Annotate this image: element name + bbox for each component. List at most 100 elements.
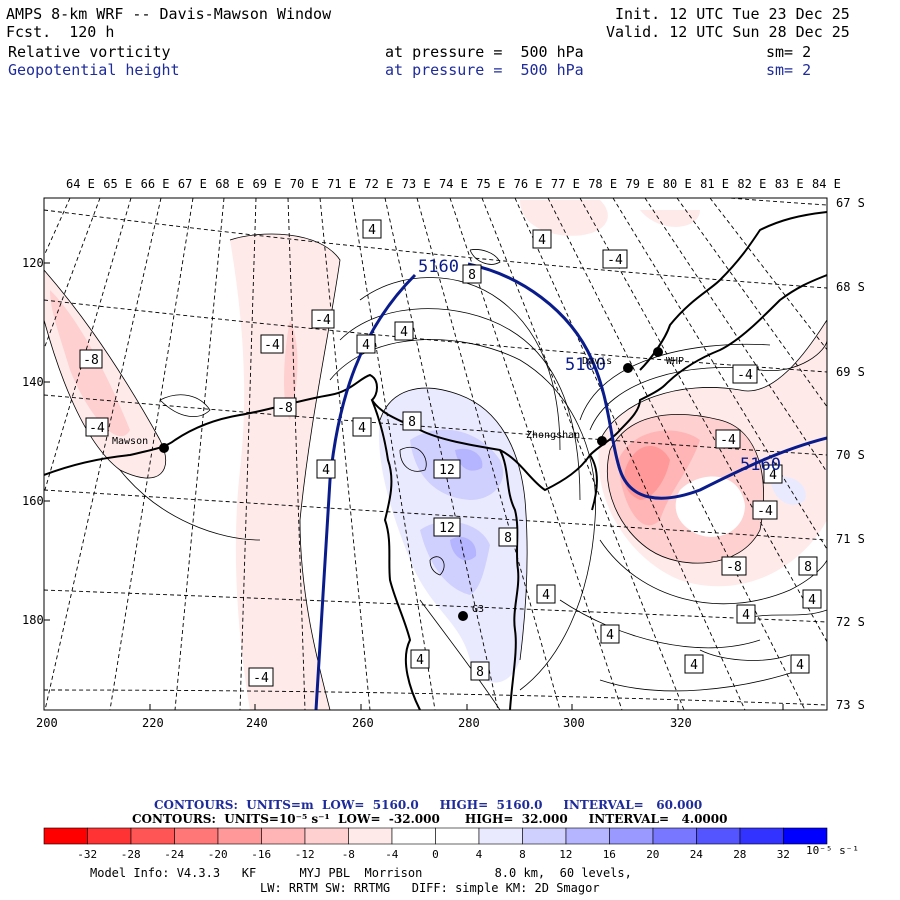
x-axis-label: 220	[142, 716, 164, 730]
colorbar-tick-label: -4	[385, 848, 399, 861]
svg-text:-4: -4	[253, 671, 269, 686]
latitude-label: 67 S	[836, 196, 865, 210]
height-label: 5160	[740, 455, 781, 475]
longitude-label: 82 E	[737, 177, 767, 191]
colorbar-tick-label: -20	[207, 848, 228, 861]
svg-text:4: 4	[769, 468, 777, 483]
svg-text:-4: -4	[757, 504, 773, 519]
vort-label: 4	[410, 649, 430, 669]
vorticity-shade-pos	[420, 521, 490, 595]
svg-text:8: 8	[504, 531, 512, 546]
vorticity-label-boxes: -8 -4 -4 -4 -8 4 4 4 4 4 8 12 12 8 8 4 4…	[79, 219, 822, 687]
vort-label: -4	[311, 309, 335, 329]
x-axis-label: 300	[563, 716, 585, 730]
vort-label: 4	[736, 604, 756, 624]
height-contour-info: CONTOURS: UNITS=m LOW= 5160.0 HIGH= 5160…	[154, 798, 703, 812]
svg-text:4: 4	[796, 658, 804, 673]
colorbar-tick-label: 4	[475, 848, 483, 861]
height-label: 5160	[418, 257, 459, 277]
station-marker	[653, 347, 663, 357]
map-frame	[43, 197, 828, 711]
colorbar-swatch	[565, 827, 610, 845]
field1-level: at pressure = 500 hPa	[385, 43, 584, 61]
y-axis-label: 180	[22, 613, 44, 627]
vort-label: 8	[470, 661, 490, 681]
vort-label: -8	[273, 397, 297, 417]
colorbar-tick-label: 20	[646, 848, 660, 861]
svg-text:4: 4	[606, 628, 614, 643]
svg-text:8: 8	[804, 560, 812, 575]
colorbar-swatch	[130, 827, 175, 845]
forecast-hour: Fcst. 120 h	[6, 23, 115, 41]
vort-label: -4	[715, 429, 741, 449]
svg-text:4: 4	[400, 325, 408, 340]
vort-label: 4	[536, 584, 556, 604]
colorbar-swatch	[261, 827, 306, 845]
svg-text:4: 4	[358, 421, 366, 436]
station-label: Mawson	[112, 436, 148, 447]
svg-text:8: 8	[468, 268, 476, 283]
y-axis-label: 160	[22, 494, 44, 508]
longitude-label: 68 E	[215, 177, 245, 191]
height-labels: 5160 5160 5160	[418, 257, 781, 475]
colorbar-swatch	[696, 827, 741, 845]
colorbar-swatch	[739, 827, 784, 845]
vort-label: 4	[763, 464, 783, 484]
colorbar-tick-label: -28	[120, 848, 141, 861]
colorbar-swatch	[435, 827, 480, 845]
colorbar-units: 10⁻⁵ s⁻¹	[806, 844, 859, 857]
latitude-label: 72 S	[836, 615, 865, 629]
vort-label: 4	[600, 624, 620, 644]
colorbar-swatch	[478, 827, 523, 845]
longitude-label: 67 E	[177, 177, 207, 191]
longitude-label: 71 E	[327, 177, 356, 191]
vorticity-shade-neg	[520, 200, 608, 236]
vort-label: -4	[602, 249, 628, 269]
latitude-label: 70 S	[836, 448, 865, 462]
svg-text:4: 4	[742, 608, 750, 623]
vorticity-contour-info: CONTOURS: UNITS=10⁻⁵ s⁻¹ LOW= -32.000 HI…	[132, 812, 728, 826]
vorticity-shade-neg	[624, 446, 670, 500]
svg-text:4: 4	[542, 588, 550, 603]
vort-label: 12	[433, 459, 461, 479]
y-axis-label: 120	[22, 256, 44, 270]
latitude-label: 69 S	[836, 365, 865, 379]
colorbar-tick-label: 16	[602, 848, 616, 861]
svg-text:4: 4	[368, 223, 376, 238]
field2-smoothing: sm= 2	[766, 61, 812, 79]
colorbar-swatch	[174, 827, 219, 845]
x-axis-label: 280	[458, 716, 480, 730]
vorticity-shade-pos	[450, 536, 477, 561]
colorbar-swatch	[217, 827, 262, 845]
model-info-line2: LW: RRTM SW: RRTMG DIFF: simple KM: 2D S…	[260, 881, 600, 895]
colorbar-tick-label: -24	[164, 848, 185, 861]
latitude-label: 71 S	[836, 532, 865, 546]
longitude-label: 70 E	[289, 177, 319, 191]
longitude-label: 72 E	[364, 177, 394, 191]
vorticity-shade-pos	[455, 448, 483, 471]
x-axis-label: 240	[246, 716, 268, 730]
vort-label: 8	[462, 264, 482, 284]
svg-text:-8: -8	[726, 560, 742, 575]
colorbar-tick-label: 8	[519, 848, 526, 861]
svg-text:8: 8	[476, 665, 484, 680]
vort-label: -4	[732, 364, 758, 384]
svg-text:4: 4	[808, 593, 816, 608]
vort-label: -4	[248, 667, 274, 687]
longitude-label: 77 E	[550, 177, 580, 191]
vort-label: 4	[790, 654, 810, 674]
colorbar-tick-label: 24	[689, 848, 703, 861]
longitude-label: 80 E	[662, 177, 692, 191]
colorbar-swatch	[522, 827, 567, 845]
x-axis-label: 320	[670, 716, 692, 730]
vort-label: 4	[352, 417, 372, 437]
svg-text:8: 8	[408, 415, 416, 430]
colorbar-tick-label: -16	[251, 848, 272, 861]
longitude-label: 78 E	[588, 177, 618, 191]
vort-label: 8	[798, 556, 818, 576]
vort-label: 4	[356, 334, 376, 354]
station-label: WHP	[666, 356, 684, 367]
svg-text:4: 4	[322, 463, 330, 478]
vort-label: 8	[402, 411, 422, 431]
colorbar-swatch	[87, 827, 132, 845]
